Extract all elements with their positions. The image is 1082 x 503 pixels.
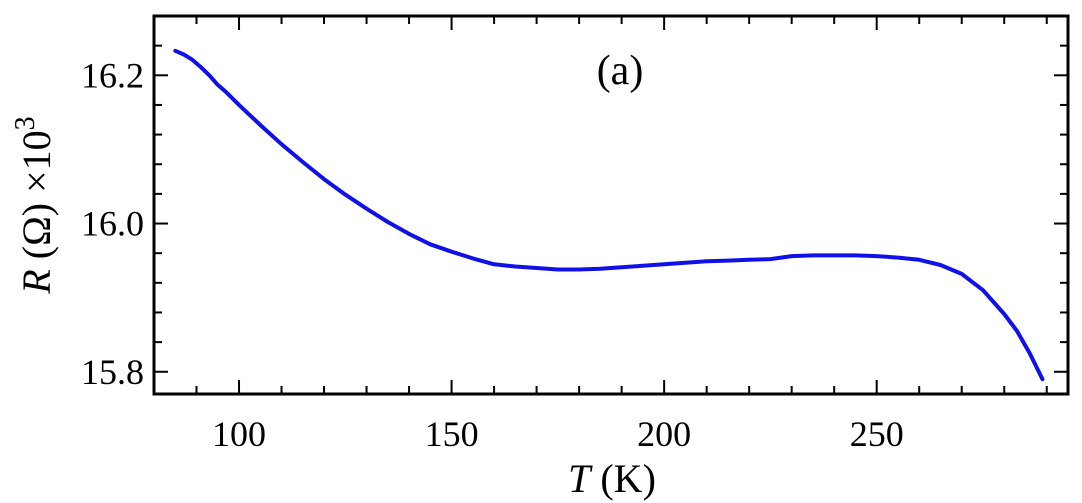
y-axis-exponent: 3 [10,116,41,130]
x-tick-label: 200 [637,414,691,454]
y-axis-variable: R [14,269,59,294]
y-tick-label: 16.0 [81,204,144,244]
x-axis-label: T (K) [568,456,656,501]
x-axis-variable: T [568,456,593,501]
x-axis-unit: (K) [590,456,656,501]
axis-ticks [153,16,1068,394]
y-tick-label: 15.8 [81,352,144,392]
y-tick-label: 16.2 [81,55,144,95]
x-tick-label: 250 [850,414,904,454]
x-tick-label: 150 [425,414,479,454]
tick-labels: 100 150 200 250 15.8 16.0 16.2 [81,55,904,454]
y-axis-label: R (Ω) ×103 [10,116,59,294]
y-axis-unit: (Ω) ×10 [14,130,59,269]
x-tick-label: 100 [212,414,266,454]
panel-label: (a) [597,48,644,94]
series-line [173,48,1045,382]
plot-frame [152,14,1070,396]
